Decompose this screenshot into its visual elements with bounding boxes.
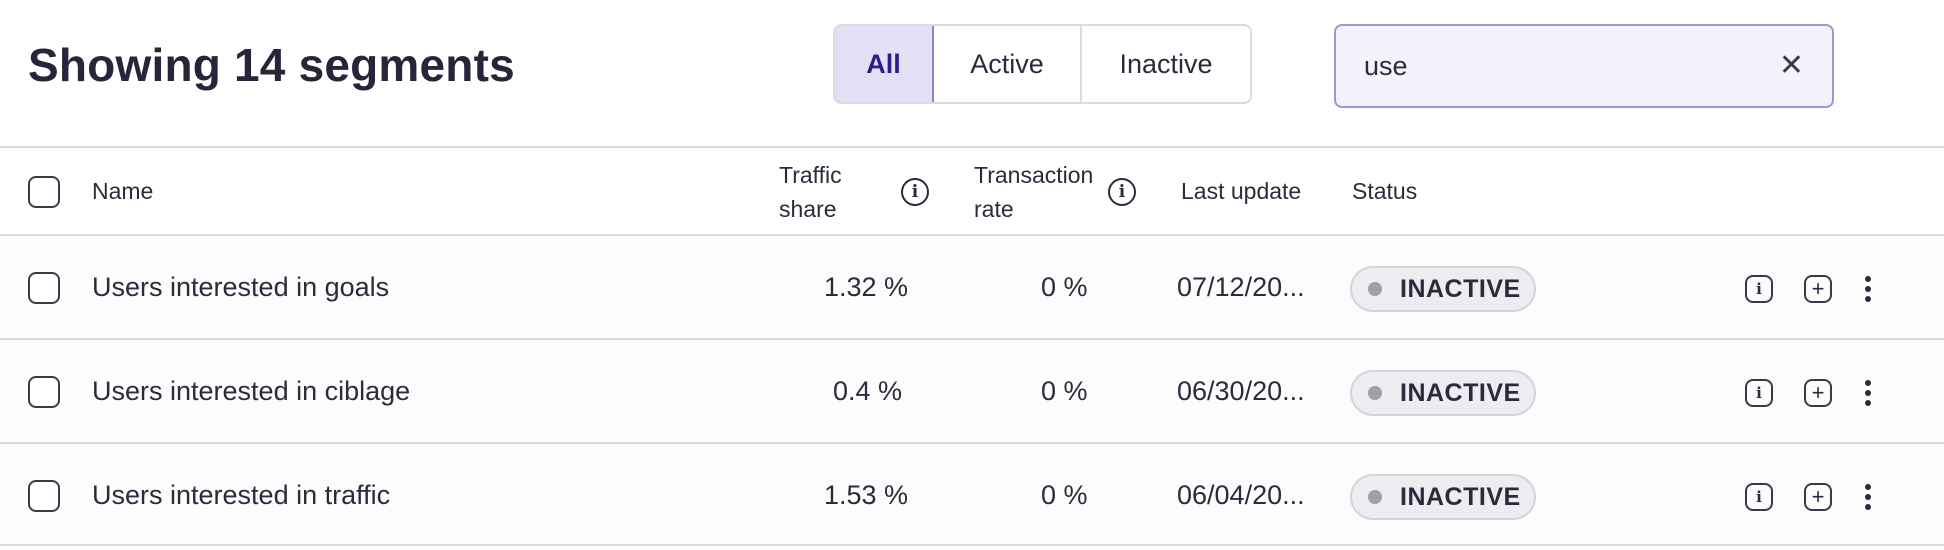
traffic-share-value: 1.53 % [824, 480, 909, 510]
add-icon[interactable]: + [1804, 379, 1832, 407]
add-icon[interactable]: + [1804, 275, 1832, 303]
column-header-traffic-share-line2: share [779, 196, 837, 222]
row-checkbox[interactable] [28, 376, 60, 408]
search-input[interactable] [1364, 50, 1779, 82]
select-all-checkbox[interactable] [28, 176, 60, 208]
info-icon[interactable]: i [1108, 178, 1136, 206]
traffic-share-value: 0.4 % [833, 376, 903, 406]
table-row[interactable]: Users interested in goals 1.32 % 0 % 07/… [0, 234, 1944, 338]
filter-inactive-button[interactable]: Inactive [1082, 26, 1250, 102]
traffic-share-value: 1.32 % [824, 272, 909, 302]
column-header-last-update[interactable]: Last update [1181, 178, 1302, 204]
info-icon[interactable]: i [1745, 275, 1773, 303]
status-dot [1368, 490, 1382, 504]
more-options-icon[interactable] [1856, 275, 1880, 303]
column-header-name[interactable]: Name [92, 178, 154, 204]
status-badge: INACTIVE [1350, 370, 1536, 416]
info-icon[interactable]: i [1745, 379, 1773, 407]
status-label: INACTIVE [1400, 378, 1521, 407]
more-options-icon[interactable] [1856, 379, 1880, 407]
segment-name[interactable]: Users interested in ciblage [92, 376, 411, 406]
column-header-transaction-rate-line2: rate [974, 196, 1014, 222]
status-label: INACTIVE [1400, 274, 1521, 303]
page-header: Showing 14 segments All Active Inactive … [0, 0, 1944, 146]
status-dot [1368, 386, 1382, 400]
column-header-transaction-rate-line1: Transaction [974, 162, 1094, 188]
status-dot [1368, 282, 1382, 296]
row-checkbox[interactable] [28, 480, 60, 512]
transaction-rate-value: 0 % [1041, 480, 1088, 510]
segments-table: Name Traffic share i Transaction rate i … [0, 146, 1944, 546]
last-update-value: 06/30/20... [1177, 376, 1305, 406]
table-row[interactable]: Users interested in traffic 1.53 % 0 % 0… [0, 442, 1944, 546]
status-badge: INACTIVE [1350, 474, 1536, 520]
filter-all-button[interactable]: All [835, 26, 934, 102]
segment-name[interactable]: Users interested in traffic [92, 480, 391, 510]
info-icon[interactable]: i [901, 178, 929, 206]
segment-name[interactable]: Users interested in goals [92, 272, 390, 302]
table-header: Name Traffic share i Transaction rate i … [0, 146, 1944, 234]
table-row[interactable]: Users interested in ciblage 0.4 % 0 % 06… [0, 338, 1944, 442]
status-label: INACTIVE [1400, 482, 1521, 511]
status-filter-group: All Active Inactive [833, 24, 1252, 104]
transaction-rate-value: 0 % [1041, 376, 1088, 406]
close-icon[interactable]: ✕ [1778, 49, 1804, 82]
last-update-value: 06/04/20... [1177, 480, 1305, 510]
filter-active-button[interactable]: Active [934, 26, 1082, 102]
column-header-transaction-rate[interactable]: Transaction rate [974, 158, 1093, 226]
column-header-traffic-share[interactable]: Traffic share [779, 158, 842, 226]
last-update-value: 07/12/20... [1177, 272, 1305, 302]
page-title: Showing 14 segments [28, 39, 515, 91]
add-icon[interactable]: + [1804, 483, 1832, 511]
search-box: ✕ [1334, 24, 1834, 108]
column-header-traffic-share-line1: Traffic [779, 162, 842, 188]
status-badge: INACTIVE [1350, 266, 1536, 312]
transaction-rate-value: 0 % [1041, 272, 1088, 302]
column-header-status[interactable]: Status [1352, 178, 1418, 204]
info-icon[interactable]: i [1745, 483, 1773, 511]
row-checkbox[interactable] [28, 272, 60, 304]
more-options-icon[interactable] [1856, 483, 1880, 511]
